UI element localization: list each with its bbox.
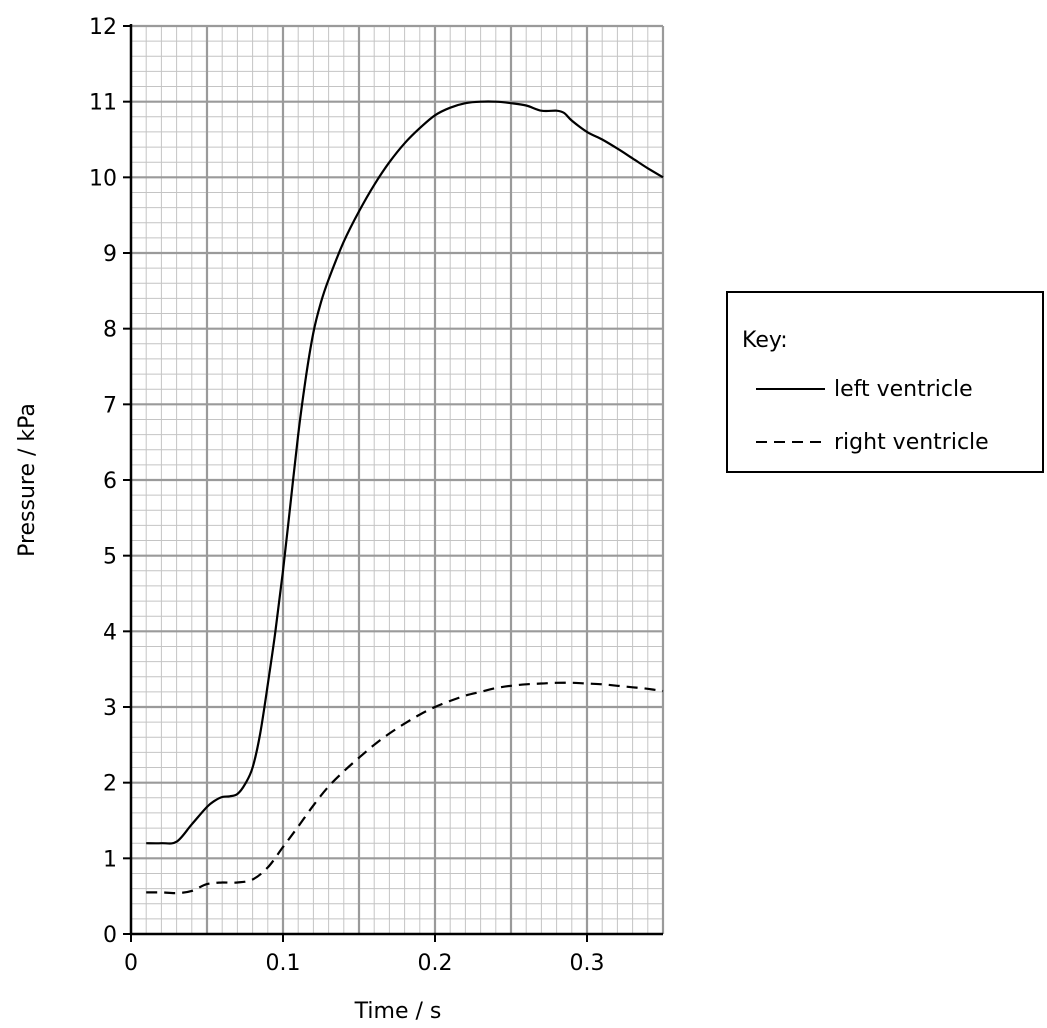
y-tick-label: 5 bbox=[103, 545, 117, 570]
y-tick-label: 1 bbox=[103, 847, 117, 872]
series-layer bbox=[146, 100, 664, 895]
major-grid bbox=[131, 24, 665, 934]
legend-title: Key: bbox=[742, 328, 788, 353]
legend-box bbox=[726, 291, 1044, 473]
x-tick-label: 0.1 bbox=[266, 951, 301, 976]
legend-label-left-ventricle: left ventricle bbox=[834, 377, 973, 402]
x-axis-title: Time / s bbox=[354, 999, 442, 1024]
y-tick-label: 10 bbox=[89, 166, 117, 191]
x-tick-label: 0.2 bbox=[418, 951, 453, 976]
y-tick-label: 9 bbox=[103, 242, 117, 267]
y-tick-label: 3 bbox=[103, 696, 117, 721]
y-tick-label: 7 bbox=[103, 393, 117, 418]
x-tick-label: 0.3 bbox=[570, 951, 605, 976]
y-axis-title: Pressure / kPa bbox=[15, 403, 40, 557]
y-tick-label: 8 bbox=[103, 318, 117, 343]
y-tick-label: 12 bbox=[89, 15, 117, 40]
y-tick-label: 6 bbox=[103, 469, 117, 494]
series-line-right-ventricle bbox=[146, 681, 664, 895]
y-tick-label: 11 bbox=[89, 91, 117, 116]
series-line-left-ventricle bbox=[146, 100, 664, 845]
x-axis-ticks: 0 0.1 0.2 0.3 bbox=[124, 934, 605, 976]
legend: Key: left ventricle right ventricle bbox=[726, 291, 1044, 473]
x-tick-label: 0 bbox=[124, 951, 138, 976]
legend-label-right-ventricle: right ventricle bbox=[834, 430, 989, 455]
y-tick-label: 2 bbox=[103, 772, 117, 797]
y-tick-label: 4 bbox=[103, 620, 117, 645]
y-tick-label: 0 bbox=[103, 923, 117, 948]
